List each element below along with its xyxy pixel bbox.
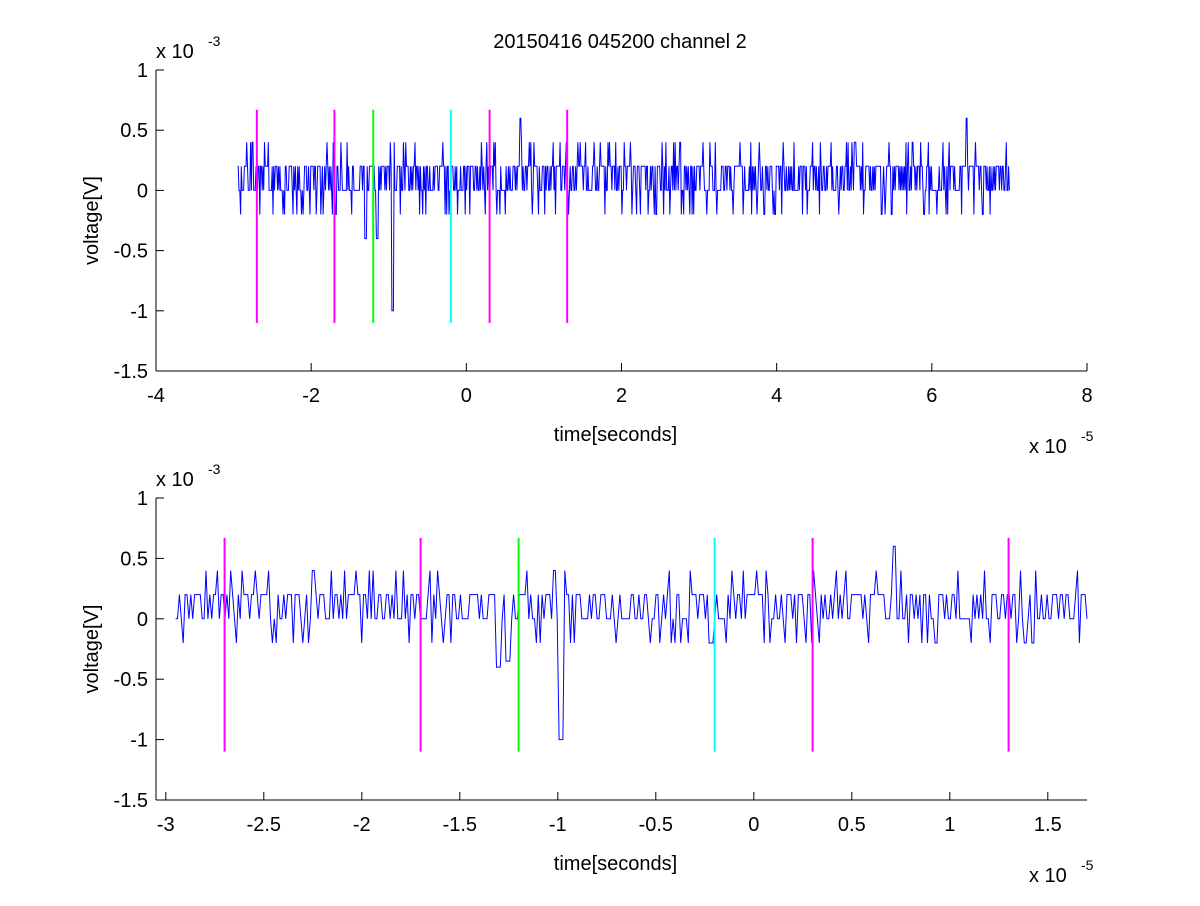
x-tick-label: -4 [147,385,165,407]
y-tick-label: -1 [130,301,148,323]
x-axis-label: time[seconds] [554,853,677,875]
x-tick-label: 1 [944,814,955,836]
x-tick-label: 0 [748,814,759,836]
signal-trace [175,545,1088,741]
x-tick-label: 2 [616,385,627,407]
x-exponent-power: -5 [1081,857,1094,873]
x-tick-label: 4 [771,385,782,407]
y-tick-label: -0.5 [114,241,148,263]
x-tick-label: 0 [461,385,472,407]
x-tick-label: -2 [353,814,371,836]
y-tick-label: -1.5 [114,790,148,812]
y-tick-label: 1 [137,60,148,82]
y-tick-label: 0.5 [120,548,148,570]
y-tick-label: -1.5 [114,361,148,383]
y-tick-label: -1 [130,730,148,752]
signal-trace [237,117,1010,312]
x-axis-label: time[seconds] [554,424,677,446]
y-axis-label: voltage[V] [81,176,103,265]
y-tick-label: 1 [137,488,148,510]
y-axis-label: voltage[V] [81,605,103,694]
bottom-axes: -1.5 -1 -0.5 0 0.5 1 -3 -2.5 -2 -1.5 -1 -0.5 0 0.5 1 1.… [81,461,1094,887]
x-exponent-label: x 10 [1029,865,1067,887]
top-axes: -1.5 -1 -0.5 0 0.5 1 -4 -2 0 2 4 6 8 time[seconds] vol… [81,33,1094,458]
x-tick-label: -1.5 [443,814,477,836]
x-exponent-power: -5 [1081,428,1094,444]
x-tick-label: -2 [302,385,320,407]
y-tick-label: 0 [137,180,148,202]
x-tick-label: -1 [549,814,567,836]
y-exponent-power: -3 [208,461,221,477]
y-tick-label: 0 [137,609,148,631]
x-tick-label: 0.5 [838,814,866,836]
x-tick-label: -0.5 [639,814,673,836]
figure-title: 20150416 045200 channel 2 [493,31,747,53]
x-tick-label: -2.5 [247,814,281,836]
y-tick-label: -0.5 [114,669,148,691]
x-tick-label: 6 [926,385,937,407]
y-exponent-power: -3 [208,33,221,49]
y-exponent-label: x 10 [156,41,194,63]
x-tick-label: -3 [157,814,175,836]
y-exponent-label: x 10 [156,469,194,491]
x-exponent-label: x 10 [1029,436,1067,458]
x-tick-label: 1.5 [1034,814,1062,836]
y-tick-label: 0.5 [120,120,148,142]
x-tick-label: 8 [1081,385,1092,407]
